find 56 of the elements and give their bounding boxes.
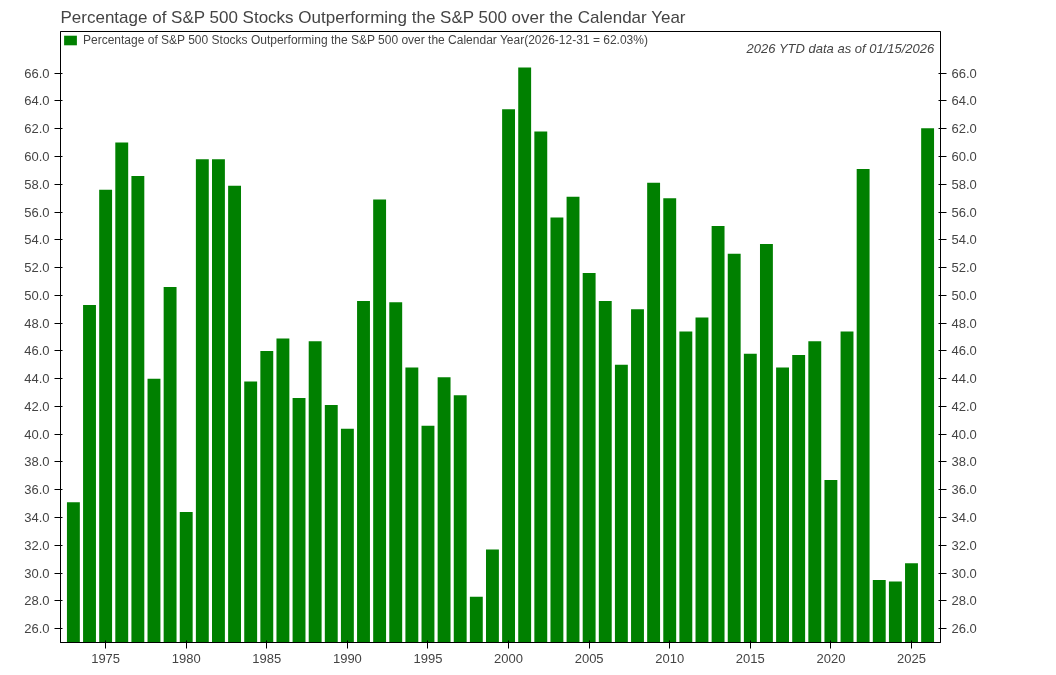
y-tick-label: 40.0	[24, 426, 50, 442]
y2-tick-label: 40.0	[951, 426, 977, 442]
y2-tick-label: 52.0	[951, 260, 977, 276]
y-tick-label: 30.0	[24, 565, 50, 581]
x-tick-label: 1990	[332, 650, 362, 666]
y2-tick-label: 26.0	[951, 621, 977, 637]
y-tick-label: 64.0	[24, 93, 50, 109]
y-tick-label: 26.0	[24, 621, 50, 637]
y2-tick-label: 36.0	[951, 482, 977, 498]
y2-tick-label: 64.0	[951, 93, 977, 109]
y-tick-label: 32.0	[24, 537, 50, 553]
y-tick-label: 66.0	[24, 65, 50, 81]
y2-tick-label: 38.0	[951, 454, 977, 470]
x-tick-label: 2015	[735, 650, 765, 666]
y-tick-label: 56.0	[24, 204, 50, 220]
y2-tick-label: 56.0	[951, 204, 977, 220]
y-tick-label: 36.0	[24, 482, 50, 498]
y-tick-label: 54.0	[24, 232, 50, 248]
y2-tick-label: 34.0	[951, 510, 977, 526]
y2-tick-label: 66.0	[951, 65, 977, 81]
x-tick-label: 2000	[494, 650, 524, 666]
y2-tick-label: 58.0	[951, 176, 977, 192]
y2-tick-label: 44.0	[951, 371, 977, 387]
y2-tick-label: 30.0	[951, 565, 977, 581]
y-tick-label: 38.0	[24, 454, 50, 470]
x-tick-label: 1985	[252, 650, 282, 666]
y2-tick-label: 46.0	[951, 343, 977, 359]
x-tick-label: 1980	[171, 650, 201, 666]
y2-tick-label: 42.0	[951, 398, 977, 414]
x-tick-label: 1995	[413, 650, 443, 666]
y2-tick-label: 48.0	[951, 315, 977, 331]
x-tick-label: 2005	[574, 650, 604, 666]
x-tick-label: 2010	[655, 650, 685, 666]
y2-tick-label: 54.0	[951, 232, 977, 248]
y-tick-label: 52.0	[24, 260, 50, 276]
y-tick-label: 58.0	[24, 176, 50, 192]
y2-tick-label: 60.0	[951, 148, 977, 164]
y-tick-label: 50.0	[24, 287, 50, 303]
y2-tick-label: 32.0	[951, 537, 977, 553]
y2-tick-label: 28.0	[951, 593, 977, 609]
y-tick-label: 44.0	[24, 371, 50, 387]
annotation: 2026 YTD data as of 01/15/2026	[745, 40, 936, 56]
y-tick-label: 48.0	[24, 315, 50, 331]
y-tick-label: 46.0	[24, 343, 50, 359]
x-tick-label: 1975	[91, 650, 121, 666]
y-tick-label: 28.0	[24, 593, 50, 609]
x-tick-label: 2020	[816, 650, 846, 666]
y2-tick-label: 50.0	[951, 287, 977, 303]
x-tick-label: 2025	[897, 650, 926, 666]
y2-tick-label: 62.0	[951, 121, 977, 137]
legend-label: Percentage of S&P 500 Stocks Outperforming the S&P 500 over the Calendar Year(2026-12-31 = 62.03%)	[83, 33, 648, 47]
y-tick-label: 60.0	[24, 148, 50, 164]
y-tick-label: 62.0	[24, 121, 50, 137]
chart-title: Percentage of S&P 500 Stocks Outperforming the S&P 500 over the Calendar Year	[60, 7, 686, 27]
y-tick-label: 34.0	[24, 510, 50, 526]
y-tick-label: 42.0	[24, 398, 50, 414]
